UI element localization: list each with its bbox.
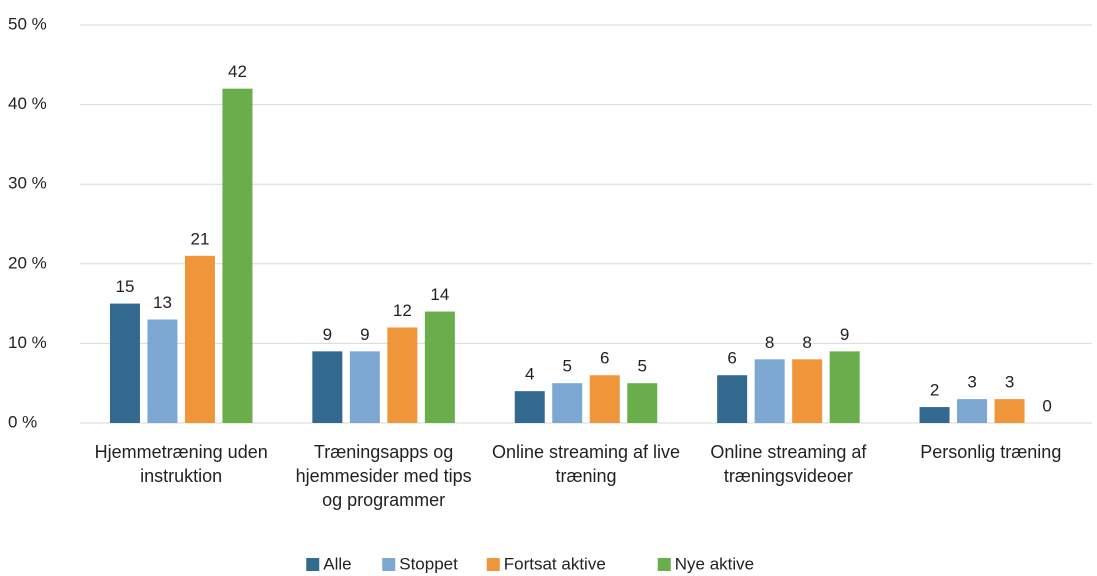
bar — [147, 319, 178, 423]
value-label: 5 — [563, 357, 572, 376]
bar — [919, 407, 950, 423]
y-tick-label: 0 % — [8, 412, 37, 431]
x-tick-label: Online streaming af træningsvideoer — [710, 442, 867, 486]
y-tick-label: 40 % — [8, 94, 47, 113]
bar — [387, 327, 418, 423]
x-tick-label: Hjemmetræning uden instruktion — [94, 442, 268, 486]
value-label: 9 — [323, 325, 332, 344]
x-tick-label: Online streaming af live træning — [491, 442, 681, 486]
value-label: 9 — [360, 325, 369, 344]
legend-label: Fortsat aktive — [504, 554, 606, 573]
y-tick-label: 10 % — [8, 333, 47, 352]
bar — [627, 383, 658, 423]
legend-swatch — [486, 558, 500, 571]
bar — [312, 351, 343, 423]
bar — [552, 383, 583, 423]
y-tick-label: 20 % — [8, 253, 47, 272]
value-label: 21 — [190, 229, 209, 248]
legend-swatch — [657, 558, 671, 571]
bar — [514, 391, 545, 423]
bar — [994, 399, 1025, 423]
bar — [349, 351, 380, 423]
value-label: 3 — [967, 373, 976, 392]
bar — [829, 351, 860, 423]
bar — [717, 375, 748, 423]
x-tick-label: Træningsapps og hjemmesider med tips og … — [295, 442, 472, 510]
value-label: 6 — [600, 349, 609, 368]
y-tick-label: 50 % — [8, 14, 47, 33]
x-tick-label: Personlig træning — [920, 442, 1062, 462]
value-label: 9 — [840, 325, 849, 344]
value-label: 4 — [525, 365, 534, 384]
bar — [109, 303, 140, 423]
value-label: 12 — [393, 301, 412, 320]
bar — [957, 399, 988, 423]
value-label: 5 — [638, 357, 647, 376]
value-label: 2 — [930, 381, 939, 400]
value-label: 13 — [153, 293, 172, 312]
y-tick-label: 30 % — [8, 174, 47, 193]
bar — [424, 311, 455, 423]
legend-swatch — [382, 558, 396, 571]
value-label: 8 — [765, 333, 774, 352]
bar — [184, 255, 215, 423]
value-label: 3 — [1005, 373, 1014, 392]
value-label: 14 — [430, 285, 449, 304]
bar — [754, 359, 785, 423]
legend-swatch — [306, 558, 320, 571]
value-label: 0 — [1042, 396, 1051, 415]
legend-label: Alle — [323, 554, 351, 573]
value-label: 8 — [802, 333, 811, 352]
value-label: 15 — [115, 277, 134, 296]
bar — [792, 359, 823, 423]
value-label: 6 — [727, 349, 736, 368]
bar — [589, 375, 620, 423]
bar — [222, 88, 253, 424]
value-label: 42 — [228, 62, 247, 81]
legend-label: Stoppet — [399, 554, 458, 573]
legend-label: Nye aktive — [675, 554, 754, 573]
